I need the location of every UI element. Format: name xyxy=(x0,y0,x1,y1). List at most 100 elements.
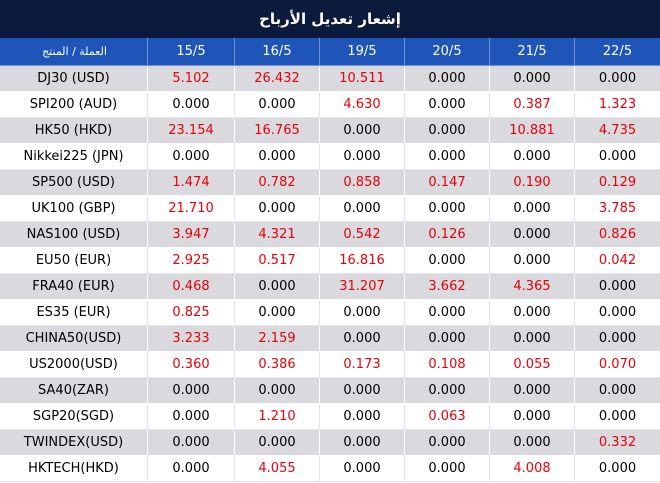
dividend-value-cell: 0.000 xyxy=(490,326,575,352)
dividend-value-cell: 0.000 xyxy=(405,66,490,92)
dividend-value-cell: 0.332 xyxy=(575,430,660,456)
dividend-value-cell: 0.000 xyxy=(235,274,320,300)
table-row: SPI200 (AUD) 0.000 0.000 4.630 0.000 0.387 1.3… xyxy=(0,92,660,118)
dividend-value-cell: 0.000 xyxy=(148,144,235,170)
table-row: EU50 (EUR) 2.925 0.517 16.816 0.000 0.000 0.04… xyxy=(0,248,660,274)
dividend-value-cell: 0.542 xyxy=(320,222,405,248)
dividend-value-cell: 23.154 xyxy=(148,118,235,144)
dividend-value-cell: 5.102 xyxy=(148,66,235,92)
dividend-value-cell: 0.000 xyxy=(320,326,405,352)
dividend-value-cell: 0.000 xyxy=(235,300,320,326)
dividend-value-cell: 0.000 xyxy=(320,378,405,404)
dividend-value-cell: 4.055 xyxy=(235,456,320,482)
table-row: Nikkei225 (JPN) 0.000 0.000 0.000 0.000 0.000… xyxy=(0,144,660,170)
instrument-cell: US2000(USD) xyxy=(0,352,148,378)
dividend-value-cell: 0.000 xyxy=(235,430,320,456)
dividend-value-cell: 16.816 xyxy=(320,248,405,274)
table-row: SA40(ZAR) 0.000 0.000 0.000 0.000 0.000 0.000 xyxy=(0,378,660,404)
table-row: DJ30 (USD) 5.102 26.432 10.511 0.000 0.000 0.0… xyxy=(0,66,660,92)
instrument-cell: HK50 (HKD) xyxy=(0,118,148,144)
dividend-value-cell: 16.765 xyxy=(235,118,320,144)
dividend-value-cell: 0.129 xyxy=(575,170,660,196)
table-row: NAS100 (USD) 3.947 4.321 0.542 0.126 0.000 0.8… xyxy=(0,222,660,248)
column-header-date: 15/5 xyxy=(148,38,235,66)
instrument-cell: EU50 (EUR) xyxy=(0,248,148,274)
instrument-cell: SP500 (USD) xyxy=(0,170,148,196)
instrument-cell: HKTECH(HKD) xyxy=(0,456,148,482)
dividend-table: العملة / المنتج 15/5 16/5 19/5 20/5 21/5… xyxy=(0,38,660,482)
instrument-cell: SA40(ZAR) xyxy=(0,378,148,404)
dividend-value-cell: 0.000 xyxy=(405,248,490,274)
dividend-value-cell: 0.000 xyxy=(405,326,490,352)
dividend-value-cell: 0.000 xyxy=(320,404,405,430)
dividend-value-cell: 2.925 xyxy=(148,248,235,274)
table-row: TWINDEX(USD) 0.000 0.000 0.000 0.000 0.000 0.3… xyxy=(0,430,660,456)
instrument-cell: SGP20(SGD) xyxy=(0,404,148,430)
dividend-value-cell: 0.360 xyxy=(148,352,235,378)
instrument-cell: UK100 (GBP) xyxy=(0,196,148,222)
dividend-value-cell: 0.468 xyxy=(148,274,235,300)
dividend-value-cell: 0.147 xyxy=(405,170,490,196)
dividend-value-cell: 0.000 xyxy=(235,378,320,404)
dividend-value-cell: 0.000 xyxy=(405,144,490,170)
dividend-value-cell: 26.432 xyxy=(235,66,320,92)
dividend-value-cell: 0.000 xyxy=(575,326,660,352)
dividend-value-cell: 0.000 xyxy=(490,222,575,248)
table-header: العملة / المنتج 15/5 16/5 19/5 20/5 21/5… xyxy=(0,38,660,66)
dividend-value-cell: 0.000 xyxy=(148,456,235,482)
dividend-value-cell: 0.826 xyxy=(575,222,660,248)
dividend-value-cell: 2.159 xyxy=(235,326,320,352)
table-row: US2000(USD) 0.360 0.386 0.173 0.108 0.055 0.07… xyxy=(0,352,660,378)
dividend-value-cell: 0.000 xyxy=(148,404,235,430)
dividend-value-cell: 0.000 xyxy=(490,300,575,326)
table-row: HK50 (HKD) 23.154 16.765 0.000 0.000 10.881 4.… xyxy=(0,118,660,144)
dividend-value-cell: 0.825 xyxy=(148,300,235,326)
instrument-cell: ES35 (EUR) xyxy=(0,300,148,326)
dividend-value-cell: 0.000 xyxy=(148,430,235,456)
instrument-cell: CHINA50(USD) xyxy=(0,326,148,352)
dividend-value-cell: 0.000 xyxy=(490,430,575,456)
table-body: DJ30 (USD) 5.102 26.432 10.511 0.000 0.000 0.0… xyxy=(0,66,660,482)
dividend-value-cell: 0.000 xyxy=(320,196,405,222)
table-row: HKTECH(HKD) 0.000 4.055 0.000 0.000 4.008 0.00… xyxy=(0,456,660,482)
dividend-value-cell: 0.000 xyxy=(575,378,660,404)
dividend-value-cell: 4.008 xyxy=(490,456,575,482)
dividend-value-cell: 0.126 xyxy=(405,222,490,248)
dividend-value-cell: 0.000 xyxy=(320,144,405,170)
instrument-cell: SPI200 (AUD) xyxy=(0,92,148,118)
dividend-value-cell: 0.000 xyxy=(405,300,490,326)
instrument-cell: FRA40 (EUR) xyxy=(0,274,148,300)
dividend-value-cell: 0.055 xyxy=(490,352,575,378)
dividend-value-cell: 3.947 xyxy=(148,222,235,248)
dividend-value-cell: 0.000 xyxy=(490,248,575,274)
dividend-value-cell: 1.474 xyxy=(148,170,235,196)
dividend-value-cell: 0.000 xyxy=(235,196,320,222)
dividend-value-cell: 0.000 xyxy=(575,404,660,430)
table-row: ES35 (EUR) 0.825 0.000 0.000 0.000 0.000 0.000 xyxy=(0,300,660,326)
dividend-value-cell: 0.000 xyxy=(575,274,660,300)
dividend-value-cell: 10.511 xyxy=(320,66,405,92)
column-header-date: 22/5 xyxy=(575,38,660,66)
dividend-value-cell: 0.070 xyxy=(575,352,660,378)
dividend-value-cell: 4.321 xyxy=(235,222,320,248)
dividend-value-cell: 0.000 xyxy=(405,92,490,118)
page-title: إشعار تعديل الأرباح xyxy=(0,0,660,38)
dividend-value-cell: 0.517 xyxy=(235,248,320,274)
dividend-value-cell: 31.207 xyxy=(320,274,405,300)
dividend-value-cell: 0.000 xyxy=(320,118,405,144)
dividend-value-cell: 0.000 xyxy=(490,404,575,430)
dividend-value-cell: 3.233 xyxy=(148,326,235,352)
table-row: CHINA50(USD) 3.233 2.159 0.000 0.000 0.000 0.0… xyxy=(0,326,660,352)
dividend-value-cell: 0.000 xyxy=(575,456,660,482)
dividend-value-cell: 0.782 xyxy=(235,170,320,196)
column-header-date: 21/5 xyxy=(490,38,575,66)
dividend-value-cell: 10.881 xyxy=(490,118,575,144)
table-row: SGP20(SGD) 0.000 1.210 0.000 0.063 0.000 0.000 xyxy=(0,404,660,430)
dividend-value-cell: 0.000 xyxy=(405,456,490,482)
table-row: UK100 (GBP) 21.710 0.000 0.000 0.000 0.000 3.7… xyxy=(0,196,660,222)
dividend-value-cell: 0.000 xyxy=(575,66,660,92)
instrument-cell: TWINDEX(USD) xyxy=(0,430,148,456)
dividend-value-cell: 0.000 xyxy=(490,144,575,170)
dividend-value-cell: 1.210 xyxy=(235,404,320,430)
